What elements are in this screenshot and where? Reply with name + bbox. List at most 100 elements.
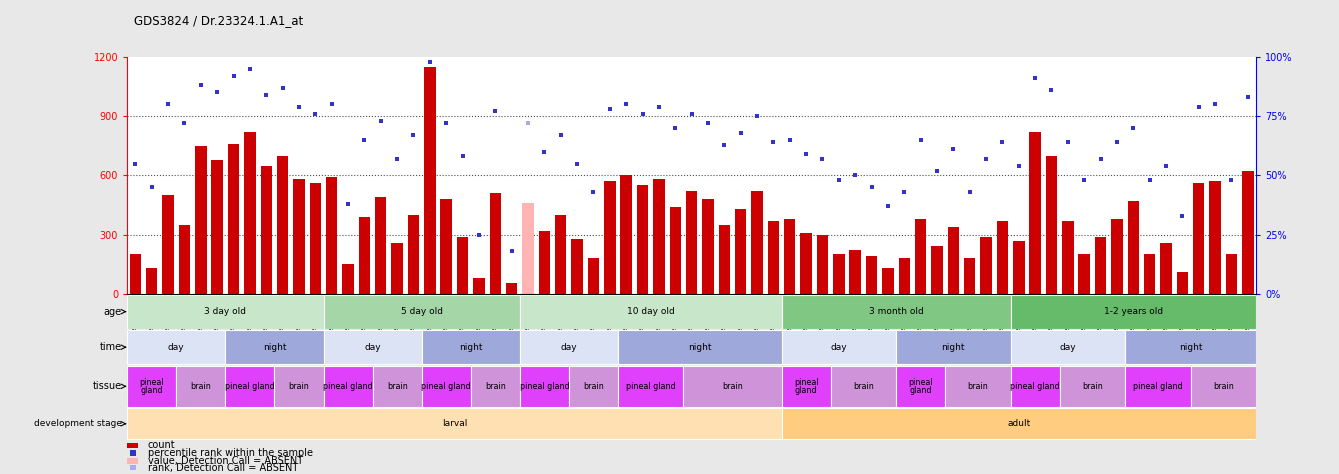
Text: pineal gland: pineal gland <box>422 382 471 391</box>
Bar <box>801 233 811 294</box>
Text: GDS3824 / Dr.23324.1.A1_at: GDS3824 / Dr.23324.1.A1_at <box>134 14 303 27</box>
Bar <box>964 258 975 294</box>
Bar <box>162 195 174 294</box>
Bar <box>637 185 648 294</box>
Bar <box>572 238 582 294</box>
Text: age: age <box>103 307 122 317</box>
Text: brain: brain <box>190 382 212 391</box>
Bar <box>782 408 1256 439</box>
Bar <box>1011 330 1125 365</box>
Bar <box>931 246 943 294</box>
Text: day: day <box>830 343 848 352</box>
Text: night: night <box>459 343 482 352</box>
Bar <box>1030 132 1040 294</box>
Bar <box>1177 272 1188 294</box>
Bar <box>228 144 240 294</box>
Bar <box>424 67 435 294</box>
Bar <box>896 366 945 407</box>
Text: adult: adult <box>1007 419 1031 428</box>
Bar <box>1059 366 1125 407</box>
Bar <box>441 199 453 294</box>
Text: 1-2 years old: 1-2 years old <box>1103 307 1162 316</box>
Bar <box>506 283 517 294</box>
Bar <box>785 219 795 294</box>
Bar <box>996 221 1008 294</box>
Bar <box>520 366 569 407</box>
Bar <box>653 179 664 294</box>
Bar <box>915 219 927 294</box>
Bar <box>225 330 324 365</box>
Bar <box>830 366 896 407</box>
Bar <box>1125 330 1256 365</box>
Bar <box>1014 241 1024 294</box>
Bar <box>473 278 485 294</box>
Text: brain: brain <box>853 382 874 391</box>
Bar <box>619 330 782 365</box>
Bar <box>375 197 387 294</box>
Bar <box>293 179 305 294</box>
Bar <box>782 294 1011 329</box>
Bar <box>735 209 746 294</box>
Bar <box>244 132 256 294</box>
Text: 3 month old: 3 month old <box>869 307 924 316</box>
Bar <box>309 183 321 294</box>
Bar <box>896 330 1011 365</box>
Bar <box>1095 237 1106 294</box>
Text: pineal gland: pineal gland <box>625 382 675 391</box>
Text: brain: brain <box>387 382 407 391</box>
Bar <box>817 235 829 294</box>
Text: 10 day old: 10 day old <box>627 307 675 316</box>
Text: pineal gland: pineal gland <box>520 382 569 391</box>
Text: brain: brain <box>968 382 988 391</box>
Text: 3 day old: 3 day old <box>205 307 246 316</box>
Text: pineal gland: pineal gland <box>323 382 372 391</box>
Text: pineal gland: pineal gland <box>225 382 274 391</box>
Bar <box>225 366 274 407</box>
Bar <box>178 225 190 294</box>
Bar <box>948 227 959 294</box>
Bar <box>604 182 616 294</box>
Text: day: day <box>364 343 380 352</box>
Text: time: time <box>99 342 122 352</box>
Text: night: night <box>262 343 287 352</box>
Bar <box>324 330 422 365</box>
Bar <box>1046 155 1058 294</box>
Text: brain: brain <box>722 382 743 391</box>
Bar <box>127 366 177 407</box>
Bar <box>457 237 469 294</box>
Bar <box>1209 182 1221 294</box>
Text: brain: brain <box>1213 382 1233 391</box>
Bar <box>751 191 763 294</box>
Bar <box>833 255 845 294</box>
Bar <box>620 175 632 294</box>
Text: pineal gland: pineal gland <box>1133 382 1182 391</box>
Bar <box>1011 366 1059 407</box>
Bar <box>195 146 206 294</box>
Bar <box>359 217 370 294</box>
Bar <box>325 177 337 294</box>
Text: pineal gland: pineal gland <box>1011 382 1060 391</box>
Bar <box>324 366 372 407</box>
Bar <box>490 193 501 294</box>
Text: 5 day old: 5 day old <box>400 307 443 316</box>
Bar <box>1062 221 1074 294</box>
Text: day: day <box>561 343 577 352</box>
Bar <box>212 160 222 294</box>
Bar <box>343 264 353 294</box>
Bar <box>520 330 619 365</box>
Bar <box>554 215 566 294</box>
Text: day: day <box>1059 343 1077 352</box>
Bar <box>146 268 158 294</box>
Bar <box>619 366 683 407</box>
Text: brain: brain <box>289 382 309 391</box>
Text: night: night <box>1178 343 1202 352</box>
Text: pineal
gland: pineal gland <box>794 378 818 395</box>
Bar <box>719 225 730 294</box>
Bar <box>1243 172 1253 294</box>
Bar <box>898 258 911 294</box>
Bar <box>866 256 877 294</box>
Text: development stage: development stage <box>33 419 122 428</box>
Bar <box>1078 255 1090 294</box>
Bar <box>1225 255 1237 294</box>
Bar <box>538 231 550 294</box>
